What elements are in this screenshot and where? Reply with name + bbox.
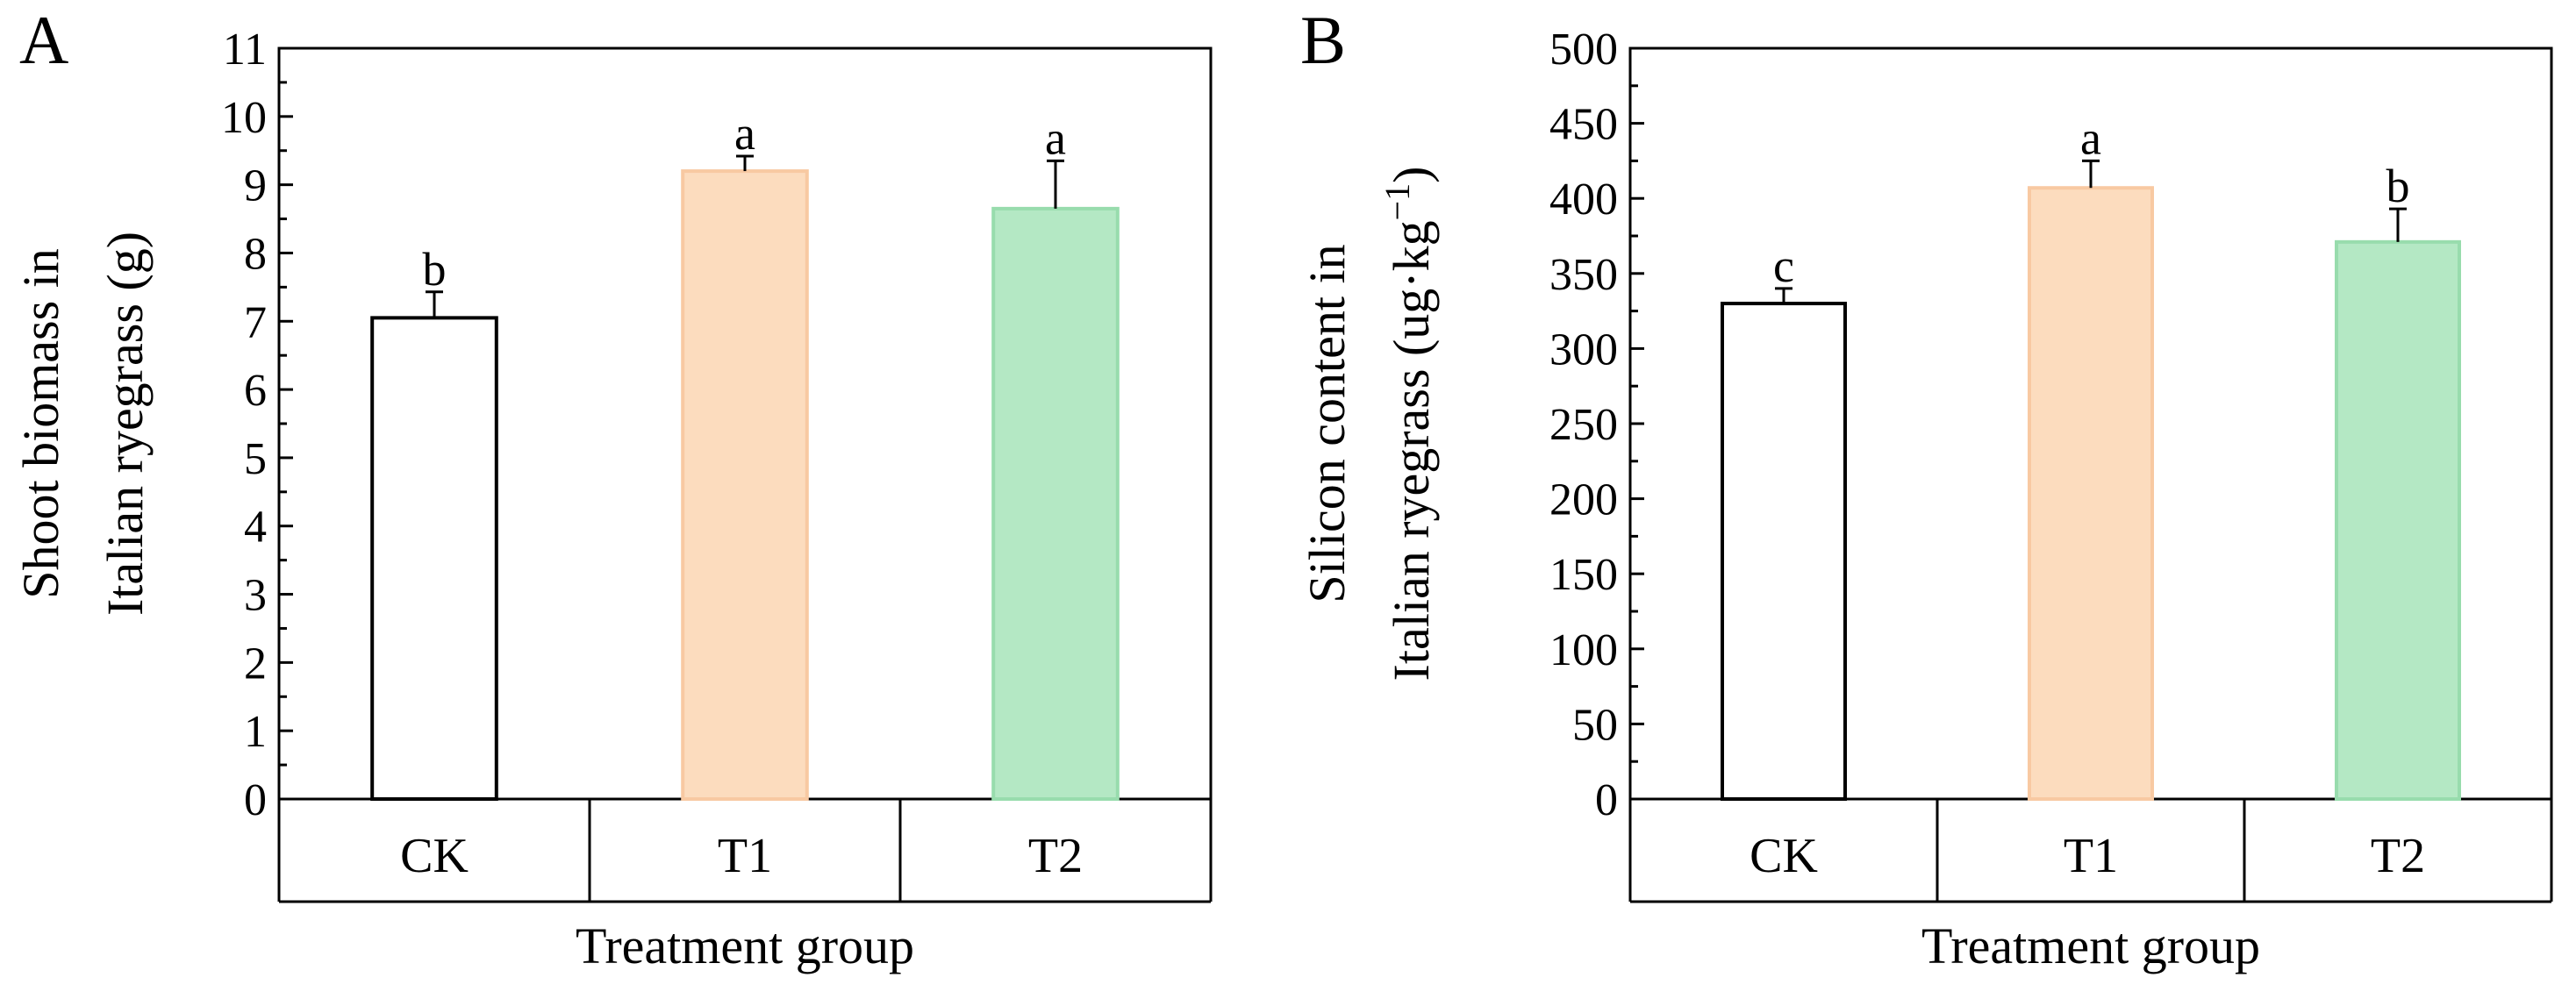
y-tick-label-b: 300: [1549, 325, 1618, 375]
y-tick-label-b: 200: [1549, 475, 1618, 525]
significance-label-ck-a: b: [423, 243, 447, 296]
y-tick-label-b: 100: [1549, 625, 1618, 675]
significance-label-ck-b: c: [1773, 239, 1794, 292]
significance-label-t1-a: a: [734, 107, 755, 160]
bars-a: b a a: [370, 107, 1120, 801]
y-tick-label-b: 400: [1549, 175, 1618, 225]
y-axis-title-b-main: Italian ryegrass (ug·kg: [1383, 220, 1440, 681]
y-tick-label-a: 9: [244, 161, 267, 211]
y-tick-label-b: 0: [1595, 775, 1618, 825]
category-label-ck-b: CK: [1750, 829, 1818, 883]
bar-ck-b: [1721, 302, 1847, 802]
panel-b-label: B: [1300, 2, 1346, 78]
category-label-t2-b: T2: [2371, 829, 2425, 883]
y-tick-label-a: 8: [244, 229, 267, 279]
y-tick-label-b: 150: [1549, 550, 1618, 600]
y-tick-label-a: 11: [223, 25, 267, 75]
y-ticks-b: 0 50 100 150 200 250 300 350 400 450 500: [1549, 25, 1644, 825]
y-axis-title-b-close: ): [1383, 167, 1440, 183]
bar-t1-b: [2028, 186, 2154, 801]
y-tick-label-b: 350: [1549, 250, 1618, 300]
category-label-ck-a: CK: [400, 829, 469, 883]
category-label-t1-b: T1: [2064, 829, 2118, 883]
y-tick-label-a: 3: [244, 571, 267, 621]
y-tick-label-a: 2: [244, 639, 267, 689]
y-axis-title-a-line1: Shoot biomass in: [12, 248, 69, 599]
category-label-t1-a: T1: [718, 829, 772, 883]
y-tick-label-a: 4: [244, 503, 267, 553]
panel-a: A 0 1 2 3 4 5 6 7 8 9 10 11 b a a CK T1 T2 Treatment …: [12, 2, 1213, 974]
significance-label-t1-b: a: [2080, 111, 2101, 164]
y-tick-label-a: 5: [244, 434, 267, 484]
y-tick-label-b: 250: [1549, 400, 1618, 450]
y-axis-title-b-line2: Italian ryegrass (ug·kg−1): [1377, 167, 1440, 681]
y-ticks-a: 0 1 2 3 4 5 6 7 8 9 10 11: [221, 25, 293, 825]
bar-ck-a: [370, 316, 498, 801]
bar-t2-b: [2335, 239, 2461, 801]
significance-label-t2-a: a: [1045, 111, 1066, 164]
y-tick-label-b: 500: [1549, 25, 1618, 75]
y-tick-label-a: 10: [221, 93, 267, 143]
category-label-t2-a: T2: [1028, 829, 1083, 883]
y-tick-label-b: 50: [1572, 700, 1618, 750]
y-tick-label-b: 450: [1549, 100, 1618, 150]
y-axis-title-b-superscript: −1: [1377, 183, 1417, 221]
significance-label-t2-b: b: [2386, 160, 2410, 212]
y-axis-title-a-line2: Italian ryegrass (g): [97, 232, 154, 616]
bar-t2-a: [991, 206, 1120, 801]
y-tick-label-a: 1: [244, 707, 267, 757]
y-tick-label-a: 0: [244, 775, 267, 825]
x-axis-title-a: Treatment group: [576, 917, 914, 974]
panel-a-label: A: [19, 2, 68, 78]
bars-b: c a b: [1721, 111, 2461, 802]
x-axis-title-b: Treatment group: [1921, 917, 2260, 974]
y-tick-label-a: 6: [244, 366, 267, 416]
y-tick-label-a: 7: [244, 297, 267, 347]
y-axis-title-b-line1: Silicon content in: [1299, 244, 1356, 603]
bar-t1-a: [681, 169, 809, 801]
